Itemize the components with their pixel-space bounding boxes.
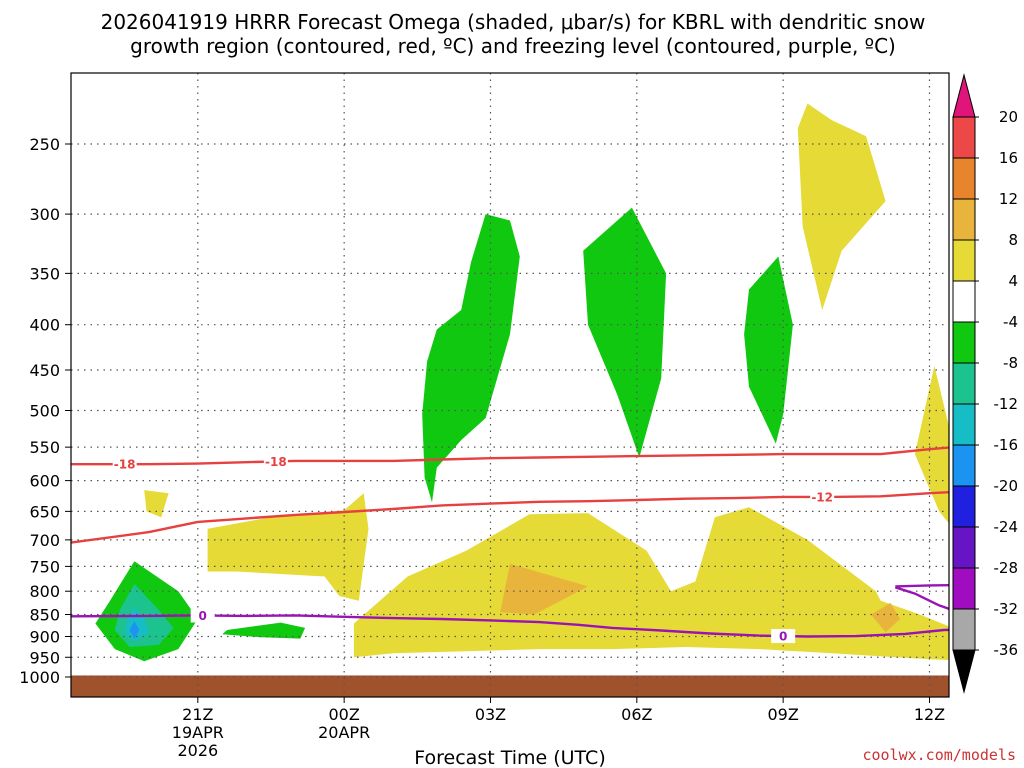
colorbar-band <box>952 567 976 610</box>
y-tick-label: 350 <box>29 264 60 283</box>
colorbar-band <box>952 239 976 282</box>
omega-region-15 <box>129 621 140 639</box>
colorbar-label: 12 <box>999 190 1018 208</box>
colorbar-band <box>952 485 976 528</box>
contour-label: -12 <box>811 490 833 504</box>
x-tick-label: 20APR <box>318 723 370 742</box>
chart-title-line2: growth region (contoured, red, ºC) and f… <box>130 34 896 58</box>
omega-region-11 <box>744 256 793 444</box>
y-tick-label: 450 <box>29 361 60 380</box>
x-tick-label: 03Z <box>475 705 506 724</box>
colorbar-label: -36 <box>994 641 1019 659</box>
omega-region-0 <box>144 490 169 518</box>
colorbar-bottom-arrow <box>952 649 976 694</box>
colorbar-band <box>952 280 976 323</box>
terrain-fill <box>71 675 949 697</box>
contour-label-bg <box>810 489 835 504</box>
contour-lines <box>71 446 949 638</box>
y-tick-label: 850 <box>29 606 60 625</box>
omega-region-8 <box>222 622 306 639</box>
contour--12 <box>71 490 949 544</box>
contour-label-bg <box>112 457 137 472</box>
y-tick-label: 500 <box>29 402 60 421</box>
colorbar-label: -16 <box>994 436 1019 454</box>
contour-label-bg <box>190 608 215 623</box>
plot-frame <box>70 72 950 698</box>
y-tick-label: 250 <box>29 135 60 154</box>
chart-title-line1: 2026041919 HRRR Forecast Omega (shaded, … <box>101 10 926 34</box>
contour-label: -18 <box>265 455 287 469</box>
contour--18 <box>71 446 949 466</box>
y-tick-label: 950 <box>29 648 60 667</box>
terrain-band <box>71 675 949 697</box>
y-tick-label: 600 <box>29 472 60 491</box>
y-tick-label: 650 <box>29 502 60 521</box>
colorbar-label: -20 <box>994 477 1019 495</box>
contour-label: 0 <box>199 609 207 623</box>
x-tick-label: 21Z <box>182 705 213 724</box>
omega-region-9 <box>422 214 520 503</box>
colorbar-band <box>952 321 976 364</box>
y-axis: 250 300 350 400 450 500 550 600 650 700 750 800 850 9… <box>19 135 71 687</box>
omega-region-7 <box>1017 128 1022 180</box>
colorbar-band <box>952 608 976 651</box>
colorbar-label: -8 <box>1003 354 1018 372</box>
colorbar-band <box>952 403 976 446</box>
omega-region-1 <box>207 493 369 601</box>
colorbar-band <box>952 116 976 159</box>
x-axis-label: Forecast Time (UTC) <box>414 747 605 768</box>
y-tick-label: 700 <box>29 531 60 550</box>
colorbar-label: -24 <box>994 518 1019 536</box>
grid-lines <box>71 73 949 697</box>
y-tick-label: 900 <box>29 627 60 646</box>
y-tick-label: 1000 <box>19 668 60 687</box>
omega-region-4 <box>871 603 901 633</box>
colorbar-label: -28 <box>994 559 1019 577</box>
x-tick-label: 00Z <box>328 705 359 724</box>
y-tick-label: 400 <box>29 316 60 335</box>
credit-text: coolwx.com/models <box>862 746 1016 764</box>
omega-region-3 <box>500 563 588 615</box>
omega-region-2 <box>353 507 949 660</box>
contour-label-bg <box>771 629 796 644</box>
contour-label-bg <box>263 454 288 469</box>
colorbar-label: 4 <box>1008 272 1018 290</box>
colorbar: 20 16 12 8 4 -4 -8 -12 -16 -20 -24 -28 -32 -36 <box>952 73 1019 694</box>
x-tick-label: 12Z <box>914 705 945 724</box>
colorbar-band <box>952 157 976 200</box>
colorbar-label: -4 <box>1003 313 1018 331</box>
contour-0b <box>895 584 949 588</box>
contour-label: -18 <box>114 458 136 472</box>
colorbar-label: 20 <box>999 108 1018 126</box>
colorbar-label: 16 <box>999 149 1018 167</box>
colorbar-top-arrow <box>952 73 976 118</box>
x-tick-label: 09Z <box>767 705 798 724</box>
contour-0c <box>894 586 949 611</box>
y-tick-label: 300 <box>29 205 60 224</box>
contour-label: 0 <box>779 630 787 644</box>
colorbar-label: 8 <box>1008 231 1018 249</box>
colorbar-label: -12 <box>994 395 1019 413</box>
y-tick-label: 750 <box>29 557 60 576</box>
contour-0 <box>71 614 949 638</box>
contour-labels: -18 -18 -12 0 0 <box>112 454 835 644</box>
omega-region-5 <box>914 365 949 524</box>
omega-region-6 <box>797 103 886 310</box>
y-tick-label: 550 <box>29 438 60 457</box>
x-tick-label: 19APR <box>172 723 224 742</box>
y-tick-label: 800 <box>29 582 60 601</box>
omega-shading <box>95 103 1022 662</box>
x-tick-label: 06Z <box>621 705 652 724</box>
colorbar-band <box>952 444 976 487</box>
colorbar-band <box>952 198 976 241</box>
omega-region-10 <box>583 207 667 458</box>
colorbar-label: -32 <box>994 600 1019 618</box>
x-tick-label: 2026 <box>177 741 218 760</box>
colorbar-band <box>952 362 976 405</box>
colorbar-band <box>952 526 976 569</box>
